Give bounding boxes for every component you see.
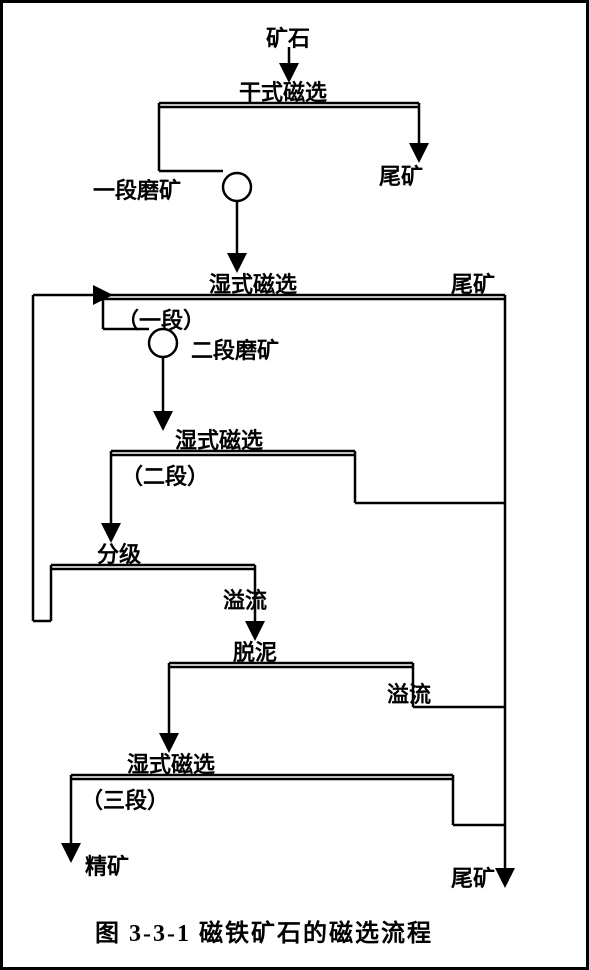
label-wet-mag1: 湿式磁选 [209,267,297,299]
label-wet-mag2: 湿式磁选 [175,423,263,455]
label-overflow: 溢流 [223,583,267,615]
label-grind1: 一段磨矿 [93,173,181,205]
label-wet-mag1-stage: （一段） [117,303,205,335]
grinding-circle [223,173,251,201]
label-tailings: 尾矿 [451,861,495,893]
diagram-container: 矿石干式磁选尾矿一段磨矿湿式磁选（一段）尾矿二段磨矿湿式磁选（二段）分级溢流脱泥… [0,0,589,970]
label-deslime: 脱泥 [233,635,277,667]
label-concentrate: 精矿 [85,849,129,881]
label-overflow: 溢流 [387,677,431,709]
label-wet-mag2-stage: （二段） [121,459,209,491]
label-classify: 分级 [97,537,141,569]
figure-caption: 图 3-3-1 磁铁矿石的磁选流程 [95,913,433,948]
label-tailings: 尾矿 [451,267,495,299]
label-wet-mag3-stage: （三段） [81,783,169,815]
label-ore: 矿石 [266,21,310,53]
label-dry-mag: 干式磁选 [239,75,327,107]
label-grind2: 二段磨矿 [191,333,279,365]
label-tailings: 尾矿 [379,159,423,191]
label-wet-mag3: 湿式磁选 [127,747,215,779]
flowchart-svg [3,3,586,967]
